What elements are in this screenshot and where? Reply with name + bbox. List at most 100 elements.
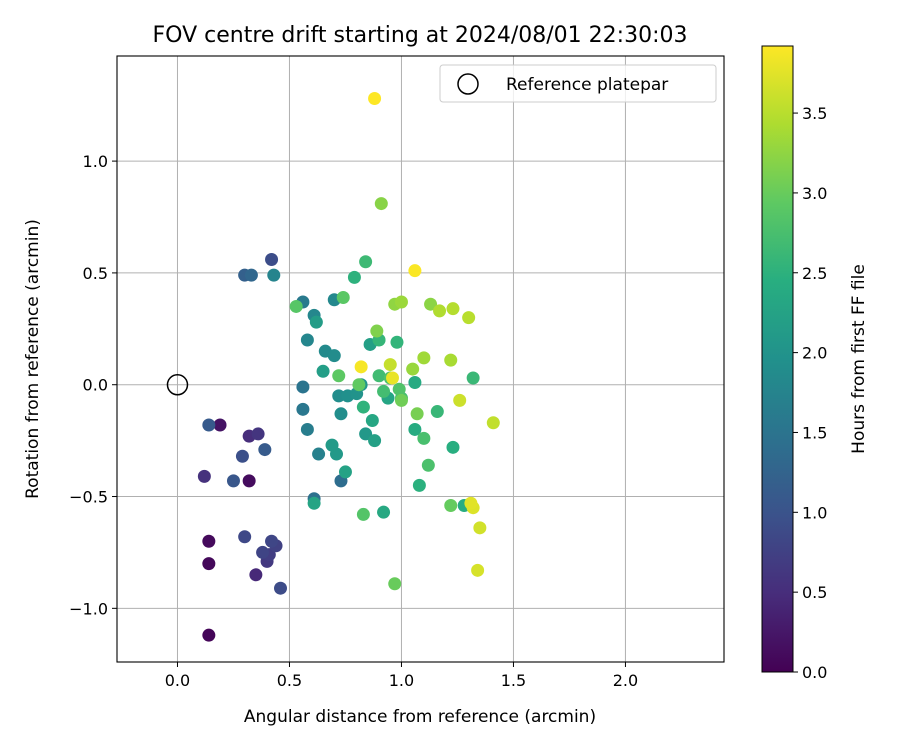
data-point <box>365 413 379 427</box>
colorbar-tick-label: 1.5 <box>802 423 827 442</box>
data-point <box>388 577 402 591</box>
colorbar <box>761 45 794 673</box>
data-point <box>316 364 330 378</box>
data-point <box>421 458 435 472</box>
y-axis-label: Rotation from reference (arcmin) <box>23 219 43 499</box>
data-point <box>332 389 346 403</box>
y-tick-label: 1.0 <box>83 152 108 171</box>
data-points <box>197 91 500 642</box>
colorbar-tick-label: 0.5 <box>802 583 827 602</box>
data-point <box>289 299 303 313</box>
data-point <box>368 434 382 448</box>
data-point <box>238 530 252 544</box>
y-tick-label: 0.0 <box>83 376 108 395</box>
data-point <box>444 353 458 367</box>
x-tick-label: 1.0 <box>389 671 414 690</box>
legend: Reference platepar <box>439 64 717 103</box>
data-point <box>202 534 216 548</box>
data-point <box>356 507 370 521</box>
chart-title: FOV centre drift starting at 2024/08/01 … <box>153 23 688 48</box>
data-point <box>390 335 404 349</box>
plot-frame <box>116 55 725 663</box>
data-point <box>226 474 240 488</box>
data-point <box>309 315 323 329</box>
colorbar-label: Hours from first FF file <box>849 264 869 454</box>
data-point <box>325 438 339 452</box>
data-point <box>274 581 288 595</box>
colorbar-tick-label: 2.0 <box>802 344 827 363</box>
data-point <box>202 628 216 642</box>
data-point <box>312 447 326 461</box>
data-point <box>370 324 384 338</box>
x-axis-label: Angular distance from reference (arcmin) <box>244 707 596 727</box>
data-point <box>332 369 346 383</box>
data-point <box>359 255 373 269</box>
data-point <box>235 449 249 463</box>
data-point <box>446 440 460 454</box>
data-point <box>408 422 422 436</box>
data-point <box>392 382 406 396</box>
data-point <box>412 478 426 492</box>
y-tick-label: −0.5 <box>69 488 108 507</box>
data-point <box>444 498 458 512</box>
data-point <box>265 252 279 266</box>
y-tick-label: 0.5 <box>83 264 108 283</box>
data-point <box>265 534 279 548</box>
data-point <box>464 496 478 510</box>
data-point <box>356 400 370 414</box>
legend-label: Reference platepar <box>506 75 668 95</box>
data-point <box>368 91 382 105</box>
y-axis-ticks: −1.0 −0.5 0.0 0.5 1.0 <box>69 152 117 618</box>
colorbar-ticks: 0.0 0.5 1.0 1.5 2.0 2.5 3.0 3.5 <box>793 104 827 682</box>
data-point <box>374 197 388 211</box>
data-point <box>296 380 310 394</box>
data-point <box>417 431 431 445</box>
y-tick-label: −1.0 <box>69 599 108 618</box>
data-point <box>244 268 258 282</box>
legend-box <box>439 64 717 103</box>
data-point <box>383 358 397 372</box>
data-point <box>258 443 272 457</box>
colorbar-tick-label: 3.5 <box>802 104 827 123</box>
data-point <box>394 393 408 407</box>
data-point <box>296 402 310 416</box>
x-tick-label: 1.5 <box>501 671 526 690</box>
reference-marker <box>166 373 189 396</box>
data-point <box>359 427 373 441</box>
data-point <box>417 351 431 365</box>
colorbar-tick-label: 3.0 <box>802 184 827 203</box>
data-point <box>466 371 480 385</box>
data-point <box>377 505 391 519</box>
data-point <box>354 360 368 374</box>
data-point <box>462 311 476 325</box>
data-point <box>242 474 256 488</box>
data-point <box>202 557 216 571</box>
data-point <box>473 521 487 535</box>
data-point <box>410 407 424 421</box>
reference-marker-group <box>166 373 189 396</box>
data-point <box>249 568 263 582</box>
colorbar-tick-label: 1.0 <box>802 503 827 522</box>
grid-lines <box>117 56 724 662</box>
data-point <box>202 418 216 432</box>
data-point <box>433 304 447 318</box>
data-point <box>338 465 352 479</box>
x-tick-label: 0.0 <box>165 671 190 690</box>
data-point <box>408 264 422 278</box>
data-point <box>394 295 408 309</box>
data-point <box>406 362 420 376</box>
data-point <box>336 291 350 305</box>
x-axis-ticks: 0.0 0.5 1.0 1.5 2.0 <box>165 662 638 690</box>
data-point <box>251 427 265 441</box>
data-point <box>327 349 341 363</box>
colorbar-tick-label: 2.5 <box>802 264 827 283</box>
data-point <box>197 469 211 483</box>
colorbar-tick-label: 0.0 <box>802 663 827 682</box>
data-point <box>213 418 227 432</box>
data-point <box>300 333 314 347</box>
data-point <box>352 378 366 392</box>
legend-marker-icon <box>457 73 479 95</box>
data-point <box>256 545 270 559</box>
